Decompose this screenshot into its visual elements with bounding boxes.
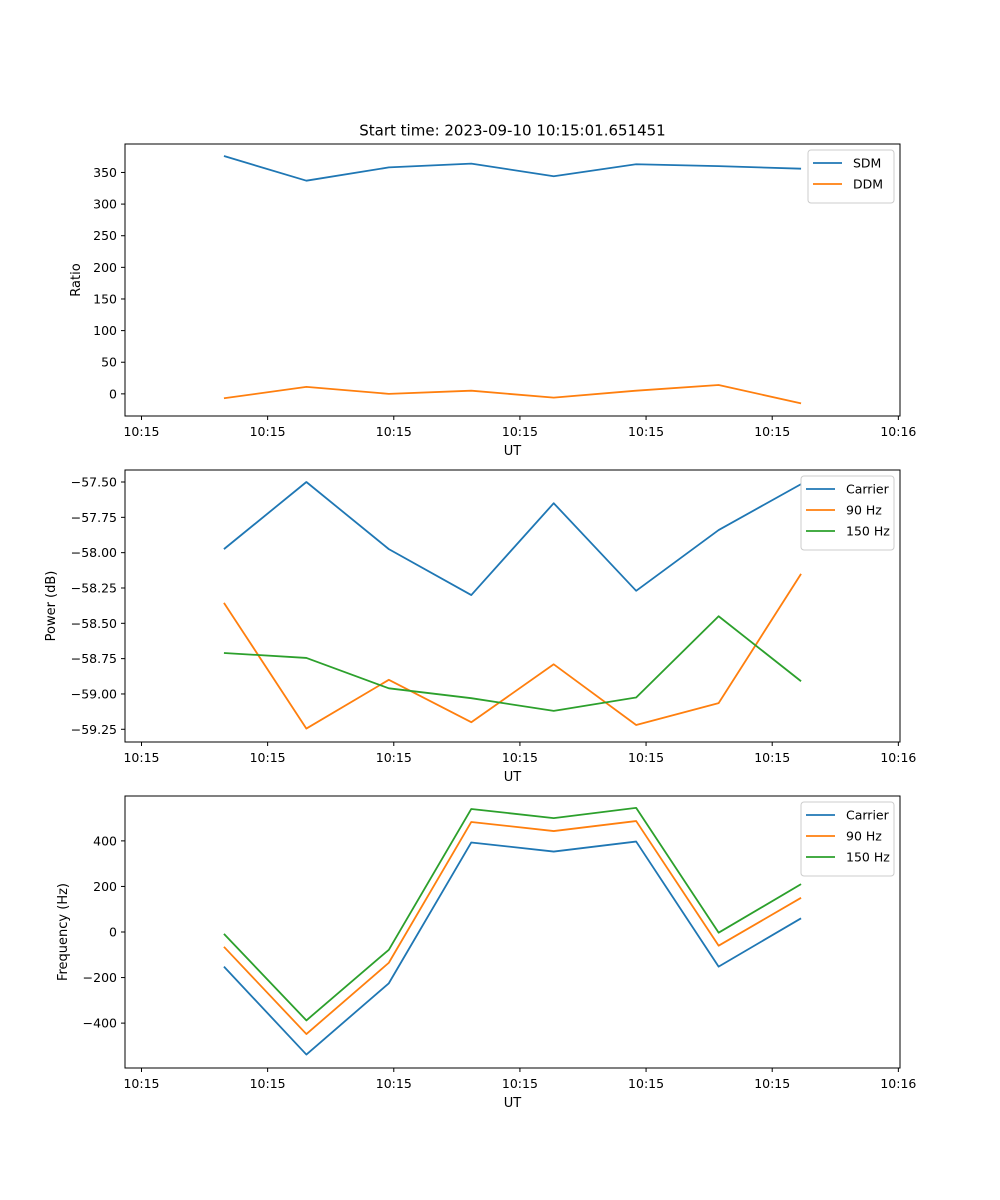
- x-tick-label: 10:15: [754, 1076, 790, 1091]
- x-tick-label: 10:16: [880, 424, 916, 439]
- x-tick-label: 10:15: [376, 750, 412, 765]
- legend: Carrier 90 Hz 150 Hz: [800, 475, 895, 551]
- axes-frame: [124, 469, 901, 743]
- x-tick-label: 10:15: [754, 750, 790, 765]
- x-tick-label: 10:15: [123, 1076, 159, 1091]
- legend-label: DDM: [853, 177, 883, 192]
- legend: SDM DDM: [807, 149, 895, 204]
- y-tick-label: −400: [83, 1016, 117, 1031]
- y-tick-label: −57.75: [71, 510, 117, 525]
- chart-panel-1: 10:15 10:15 10:15 10:15 10:15 10:15 10:16 0 50 10…: [69, 143, 916, 459]
- panels: 10:15 10:15 10:15 10:15 10:15 10:15 10:16 0 50 10…: [44, 143, 916, 1111]
- x-tick-label: 10:15: [250, 750, 286, 765]
- x-tick-label: 10:15: [250, 424, 286, 439]
- legend-label: 90 Hz: [846, 829, 882, 844]
- legend-label: 150 Hz: [846, 524, 890, 539]
- y-tick-label: −57.50: [71, 475, 117, 490]
- y-tick-label: 100: [93, 323, 117, 338]
- y-axis-label: Frequency (Hz): [56, 883, 71, 981]
- x-tick-label: 10:16: [880, 750, 916, 765]
- x-tick-label: 10:15: [123, 424, 159, 439]
- y-tick-label: −59.25: [71, 722, 117, 737]
- y-tick-label: 150: [93, 291, 117, 306]
- x-tick-label: 10:15: [376, 424, 412, 439]
- legend-label: Carrier: [846, 808, 890, 823]
- y-tick-label: 350: [93, 165, 117, 180]
- x-axis-label: UT: [504, 1096, 522, 1111]
- y-tick-label: −58.50: [71, 616, 117, 631]
- x-tick-label: 10:15: [502, 750, 538, 765]
- series-line-90-hz: [223, 820, 802, 1035]
- y-tick-label: 250: [93, 228, 117, 243]
- x-tick-label: 10:15: [628, 750, 664, 765]
- x-tick-label: 10:15: [376, 1076, 412, 1091]
- y-tick-label: 200: [93, 879, 117, 894]
- x-tick-label: 10:16: [880, 1076, 916, 1091]
- x-axis-label: UT: [504, 444, 522, 459]
- figure-title: Start time: 2023-09-10 10:15:01.651451: [359, 122, 665, 140]
- x-tick-label: 10:15: [250, 1076, 286, 1091]
- legend-label: 90 Hz: [846, 503, 882, 518]
- series-line-ddm: [223, 384, 802, 405]
- legend-label: 150 Hz: [846, 850, 890, 865]
- x-tick-label: 10:15: [628, 424, 664, 439]
- chart-panel-3: 10:15 10:15 10:15 10:15 10:15 10:15 10:16 400 20…: [56, 795, 916, 1111]
- series-line-90-hz: [223, 573, 802, 730]
- x-tick-label: 10:15: [628, 1076, 664, 1091]
- series-line-sdm: [223, 155, 802, 182]
- y-tick-label: −58.75: [71, 651, 117, 666]
- y-tick-label: 300: [93, 197, 117, 212]
- legend-label: Carrier: [846, 482, 890, 497]
- y-tick-label: 400: [93, 833, 117, 848]
- y-tick-label: −200: [83, 970, 117, 985]
- y-tick-label: 50: [101, 355, 117, 370]
- x-tick-label: 10:15: [754, 424, 790, 439]
- series-line-150-hz: [223, 615, 802, 712]
- y-axis-label: Power (dB): [44, 571, 59, 642]
- y-tick-label: 0: [109, 925, 117, 940]
- x-tick-label: 10:15: [502, 1076, 538, 1091]
- y-tick-label: 200: [93, 260, 117, 275]
- y-tick-label: −58.00: [71, 545, 117, 560]
- y-tick-label: −59.00: [71, 686, 117, 701]
- y-tick-label: 0: [109, 386, 117, 401]
- axes-frame: [124, 143, 901, 417]
- legend: Carrier 90 Hz 150 Hz: [800, 801, 895, 877]
- x-axis-label: UT: [504, 770, 522, 785]
- series-line-carrier: [223, 481, 802, 596]
- x-tick-label: 10:15: [502, 424, 538, 439]
- legend-label: SDM: [853, 156, 881, 171]
- y-axis-label: Ratio: [69, 263, 84, 296]
- series-line-150-hz: [223, 806, 802, 1022]
- y-tick-label: −58.25: [71, 580, 117, 595]
- chart-panel-2: 10:15 10:15 10:15 10:15 10:15 10:15 10:16 −57.5…: [44, 469, 916, 785]
- x-tick-label: 10:15: [123, 750, 159, 765]
- series-line-carrier: [223, 840, 802, 1056]
